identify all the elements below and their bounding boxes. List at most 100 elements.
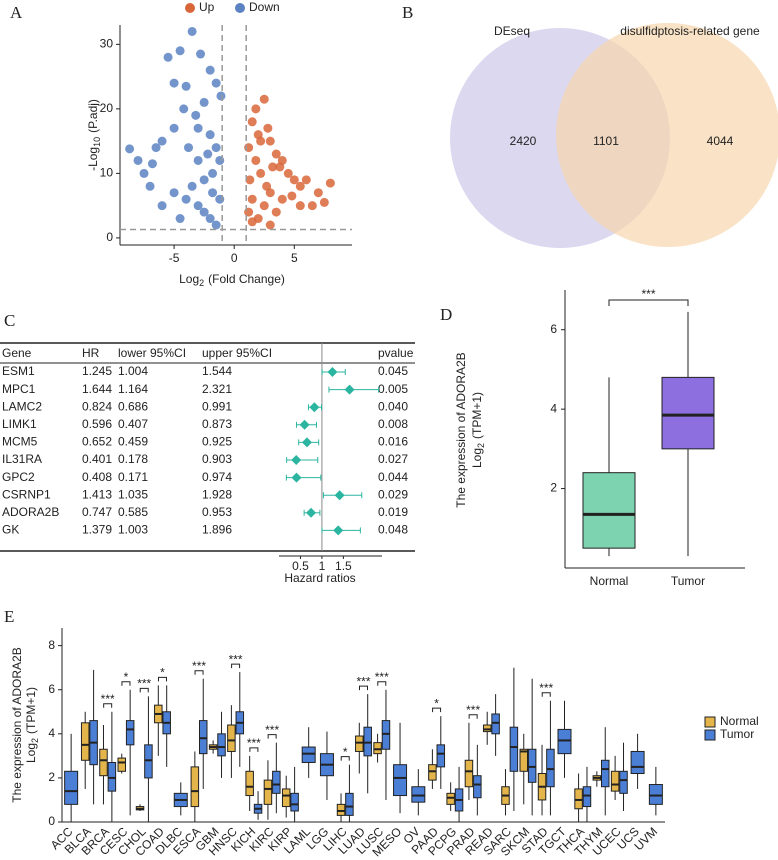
significance-label: ***	[539, 681, 553, 695]
point	[211, 220, 221, 230]
box	[464, 759, 474, 788]
significance-bracket	[541, 692, 551, 697]
table-cell: 0.903	[202, 452, 232, 466]
point	[247, 117, 257, 127]
table-cell: 0.040	[378, 399, 408, 413]
point	[245, 175, 255, 185]
point	[205, 65, 215, 75]
point	[325, 178, 335, 188]
y-tick-label: 30	[100, 37, 114, 51]
hr-marker	[344, 384, 355, 395]
table-cell: 1.164	[118, 382, 148, 396]
point	[196, 49, 206, 59]
point	[193, 155, 203, 165]
panel-letter: E	[4, 607, 14, 626]
significance-bracket	[432, 707, 442, 713]
significance-label: ***	[356, 674, 370, 688]
point	[313, 188, 323, 198]
x-tick-label: -5	[169, 251, 180, 265]
significance-label: *	[160, 665, 165, 679]
box	[345, 792, 354, 816]
point	[216, 91, 226, 101]
point	[251, 104, 261, 114]
column-header: lower 95%CI	[118, 346, 186, 360]
point	[263, 123, 273, 133]
y-tick-label: 2	[550, 481, 557, 495]
table-cell: 1.544	[202, 364, 232, 378]
y-axis-label-sub: 2	[476, 443, 486, 448]
box	[519, 748, 529, 772]
legend-label: Up	[199, 0, 215, 14]
table-cell: LIMK1	[2, 417, 37, 431]
box	[546, 748, 555, 788]
point	[205, 214, 215, 224]
box	[281, 788, 291, 808]
point	[262, 181, 272, 191]
point	[181, 194, 191, 204]
table-cell: 0.652	[82, 435, 112, 449]
box	[428, 764, 437, 781]
table-cell: 2.321	[202, 382, 232, 396]
significance-bracket	[267, 734, 277, 739]
table-cell: 1.004	[118, 364, 148, 378]
point	[277, 194, 287, 204]
point	[187, 181, 197, 191]
significance-label: *	[124, 670, 129, 684]
box	[363, 726, 372, 757]
box	[619, 770, 628, 794]
table-cell: 0.048	[378, 523, 408, 537]
point	[163, 52, 173, 62]
hr-marker	[306, 507, 317, 518]
point	[271, 207, 281, 217]
box	[610, 770, 620, 792]
significance-bracket	[158, 676, 167, 682]
table-cell: CSRNP1	[2, 487, 51, 501]
hr-marker	[291, 455, 302, 465]
point	[169, 123, 179, 133]
point	[277, 155, 287, 165]
point	[319, 197, 329, 207]
table-cell: 1.003	[118, 523, 148, 537]
significance-label: ***	[229, 652, 243, 666]
table-cell: 0.008	[378, 417, 408, 431]
table-cell: IL31RA	[2, 452, 42, 466]
box	[574, 788, 583, 810]
x-axis-label: Hazard ratios	[284, 571, 355, 585]
x-tick-label: 1.5	[335, 559, 352, 573]
table-cell: 0.925	[202, 435, 232, 449]
table-cell: 0.585	[118, 505, 148, 519]
legend-marker	[235, 3, 245, 13]
point	[247, 217, 257, 227]
box	[117, 757, 127, 772]
hr-marker	[333, 525, 344, 536]
box	[272, 770, 281, 794]
y-axis-label: Log2 (TPM+1)	[24, 687, 40, 763]
table-cell: 0.027	[378, 452, 408, 466]
table-cell: 0.407	[118, 417, 148, 431]
point	[295, 181, 305, 191]
point	[133, 155, 143, 165]
point	[283, 168, 293, 178]
box	[301, 746, 316, 763]
table-cell: 0.401	[82, 452, 112, 466]
significance-bracket	[340, 756, 350, 761]
point	[187, 26, 197, 36]
x-axis-label: Log2 (Fold Change)	[179, 272, 285, 288]
y-tick-label: 6	[48, 682, 55, 696]
point	[271, 149, 281, 159]
y-axis-label-sub: 2	[30, 738, 40, 743]
column-header: upper 95%CI	[202, 346, 272, 360]
point	[199, 207, 209, 217]
legend-label: Tumor	[720, 727, 754, 741]
table-cell: 0.045	[378, 364, 408, 378]
significance-bracket	[194, 670, 204, 675]
x-axis-label-sub: 2	[199, 278, 204, 288]
point	[179, 104, 189, 114]
box	[190, 766, 200, 808]
box	[290, 792, 299, 812]
box	[482, 724, 492, 733]
box	[446, 792, 455, 805]
table-cell: ESM1	[2, 364, 35, 378]
box	[436, 744, 446, 768]
